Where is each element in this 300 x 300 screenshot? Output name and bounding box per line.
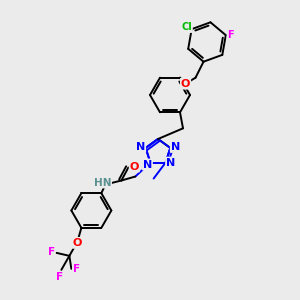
Text: N: N	[136, 142, 145, 152]
Text: N: N	[143, 160, 152, 170]
Text: O: O	[73, 238, 82, 248]
Text: Cl: Cl	[181, 22, 192, 32]
Text: N: N	[166, 158, 175, 167]
Text: HN: HN	[94, 178, 111, 188]
Text: F: F	[56, 272, 63, 282]
Text: O: O	[130, 161, 139, 172]
Text: F: F	[227, 30, 234, 40]
Text: F: F	[73, 264, 80, 274]
Text: O: O	[181, 79, 190, 89]
Text: N: N	[171, 142, 180, 152]
Text: F: F	[48, 247, 55, 257]
